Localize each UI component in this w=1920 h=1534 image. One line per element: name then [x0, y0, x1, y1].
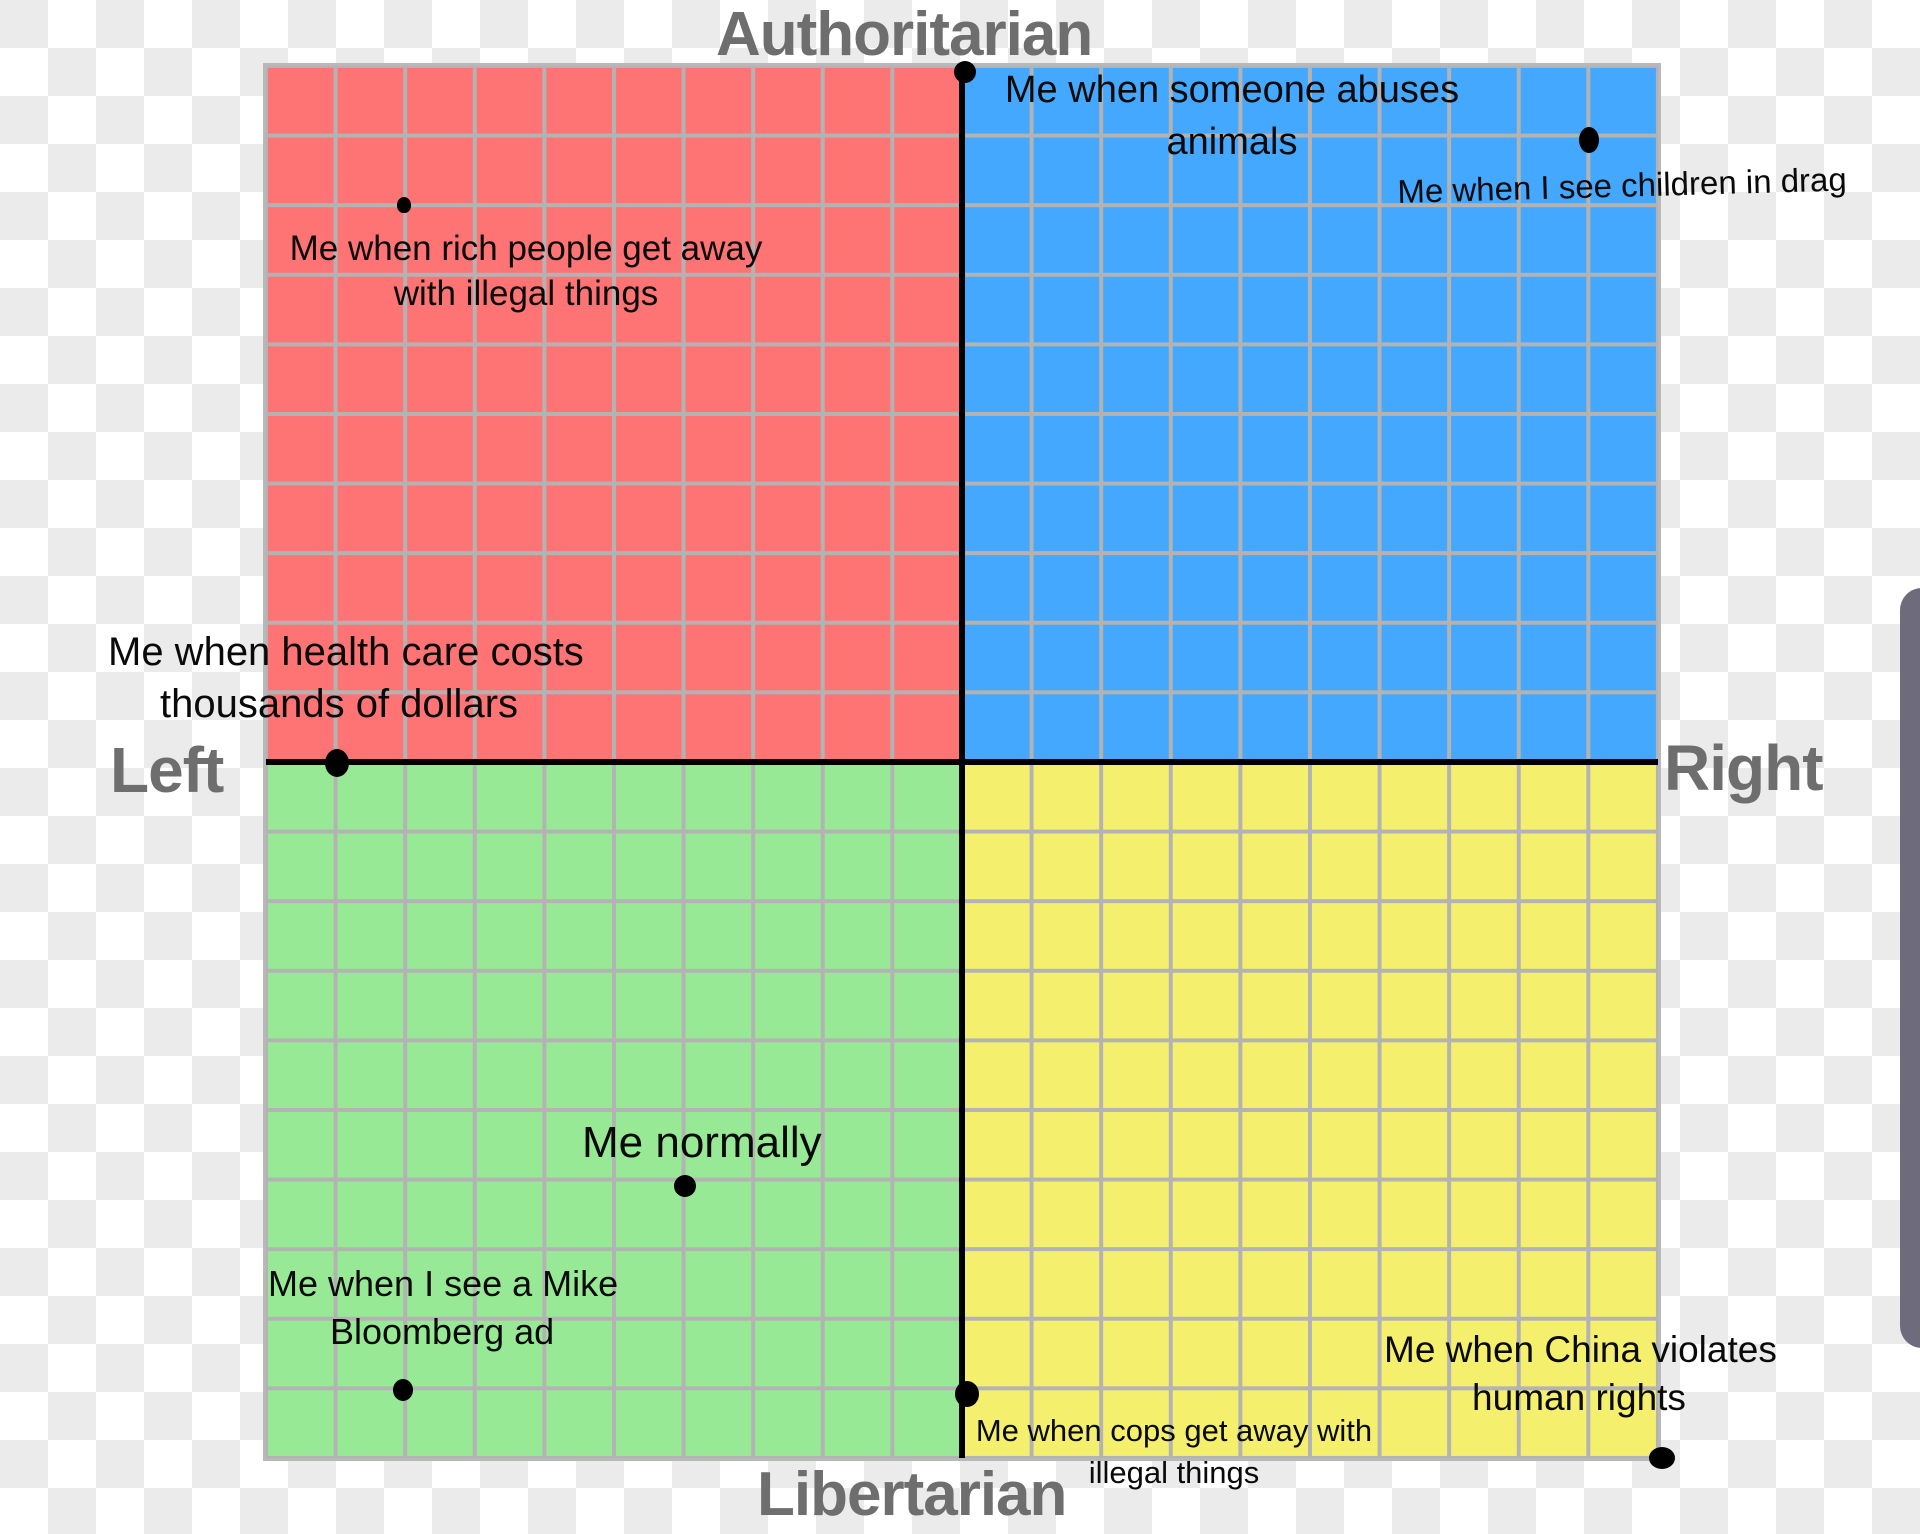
quadrant-lib-left	[266, 762, 962, 1458]
point-bloomberg	[393, 1379, 413, 1401]
scrollbar-thumb[interactable]	[1900, 588, 1920, 1348]
point-cops	[955, 1381, 979, 1407]
axis-label-top: Authoritarian	[716, 0, 1093, 69]
quadrant-auth-right	[962, 66, 1658, 762]
annotation-normally: Me normally	[582, 1118, 822, 1167]
horizontal-axis	[266, 759, 1658, 765]
point-animals	[954, 61, 976, 83]
point-normally	[674, 1175, 696, 1197]
annotation-bloomberg: Me when I see a Mike Bloomberg ad	[268, 1263, 619, 1352]
point-rich	[397, 197, 411, 213]
point-health	[325, 749, 349, 777]
compass-grid	[266, 66, 1658, 1458]
annotation-rich: Me when rich people get away with illega…	[289, 229, 763, 313]
point-drag	[1579, 127, 1599, 153]
point-china	[1649, 1447, 1675, 1469]
axis-label-right: Right	[1664, 732, 1823, 804]
annotation-animals: Me when someone abuses animals	[1004, 69, 1460, 163]
axis-label-bottom: Libertarian	[757, 1460, 1067, 1529]
axis-label-left: Left	[110, 734, 224, 806]
annotation-china: Me when China violates human rights	[1384, 1329, 1777, 1418]
annotation-cops: Me when cops get away with illegal thing…	[975, 1413, 1373, 1490]
annotation-health: Me when health care costs thousands of d…	[108, 630, 584, 726]
quadrant-lib-right	[962, 762, 1658, 1458]
quadrant-auth-left	[266, 66, 962, 762]
